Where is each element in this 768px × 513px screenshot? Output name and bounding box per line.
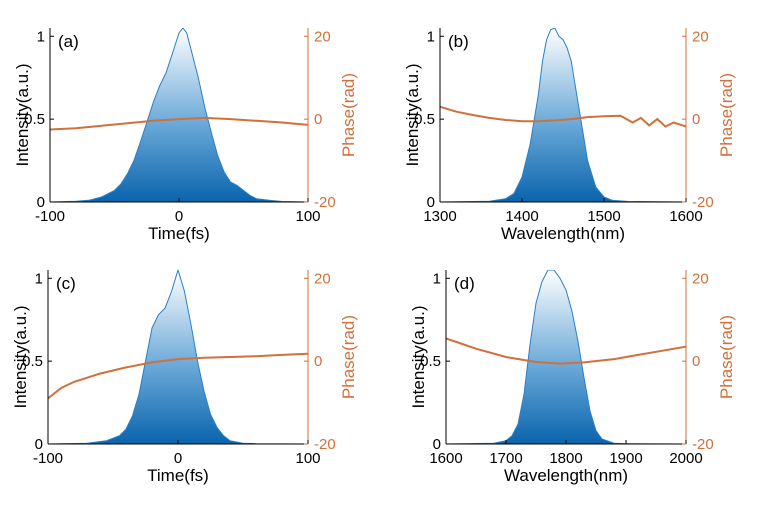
y2-tick-label: -20 xyxy=(314,436,336,453)
x-tick-label: 1400 xyxy=(505,208,538,225)
x-tick-label: 1300 xyxy=(423,208,456,225)
panel-2: -100 0 10000.51-20020Time(fs)Intensity(a.u… xyxy=(11,270,358,485)
intensity-area xyxy=(50,28,308,202)
y-tick-label: 0.5 xyxy=(420,353,441,370)
x-tick-label: 1700 xyxy=(489,450,522,467)
x-tick-label: 1800 xyxy=(549,450,582,467)
y-tick-label: 0.5 xyxy=(24,111,45,128)
x-tick-label: 0 xyxy=(175,208,183,225)
y-tick-label: 0 xyxy=(35,436,43,453)
x-tick-label: -100 xyxy=(33,450,63,467)
phase-line xyxy=(48,352,308,400)
x-axis-label: Time(fs) xyxy=(147,466,209,485)
y2-axis-label: Phase(rad) xyxy=(339,73,358,157)
x-axis-label: Wavelength(nm) xyxy=(504,466,628,485)
x-tick-label: 100 xyxy=(295,450,320,467)
x-tick-label: -100 xyxy=(35,208,65,225)
phase-line xyxy=(50,116,308,131)
y-tick-label: 1 xyxy=(427,28,435,45)
x-tick-label: 2000 xyxy=(669,450,702,467)
y2-tick-label: 0 xyxy=(314,111,322,128)
panel-3: 1600 1700 1800 1900 2000 0 0.5 1 -20 0 20 Wavelengt… xyxy=(409,270,736,485)
x-tick-label: 1600 xyxy=(669,208,702,225)
y-tick-label: 1 xyxy=(433,270,441,287)
y2-axis-label: Phase(rad) xyxy=(717,73,736,157)
x-tick-label: 100 xyxy=(295,208,320,225)
x-axis-label: Wavelength(nm) xyxy=(501,224,625,243)
panel-0: -100 0 10000.51-20020Time(fs)Intensity(a.u… xyxy=(13,28,358,243)
y-tick-label: 1 xyxy=(37,28,45,45)
y-axis-label: Intensity(a.u.) xyxy=(409,306,428,409)
intensity-area xyxy=(48,270,308,444)
panel-label: (d) xyxy=(454,274,475,293)
y2-tick-label: 0 xyxy=(692,353,700,370)
phase-line xyxy=(446,337,686,365)
x-tick-label: 0 xyxy=(174,450,182,467)
x-axis-label: Time(fs) xyxy=(148,224,210,243)
y-tick-label: 0 xyxy=(433,436,441,453)
phase-line xyxy=(440,105,686,128)
y2-tick-label: 20 xyxy=(314,28,331,45)
x-tick-label: 1900 xyxy=(609,450,642,467)
y2-axis-label: Phase(rad) xyxy=(717,315,736,399)
x-tick-label: 1600 xyxy=(429,450,462,467)
y-tick-label: 1 xyxy=(35,270,43,287)
y-tick-label: 0 xyxy=(427,194,435,211)
y-axis-label: Intensity(a.u.) xyxy=(403,64,422,167)
y2-tick-label: -20 xyxy=(314,194,336,211)
y2-tick-label: 0 xyxy=(314,353,322,370)
y-axis-label: Intensity(a.u.) xyxy=(11,306,30,409)
y-tick-label: 0.5 xyxy=(414,111,435,128)
y2-tick-label: 20 xyxy=(314,270,331,287)
panel-label: (a) xyxy=(58,32,79,51)
y2-tick-label: -20 xyxy=(692,194,714,211)
y2-tick-label: 20 xyxy=(692,270,709,287)
panel-1: 1300 1400 1500 1600 0 0.5 1 -20 0 20 Wavelength(nm… xyxy=(403,28,736,243)
y2-tick-label: 0 xyxy=(692,111,700,128)
y2-tick-label: 20 xyxy=(692,28,709,45)
panel-label: (b) xyxy=(448,32,469,51)
panel-label: (c) xyxy=(56,274,76,293)
y-tick-label: 0 xyxy=(37,194,45,211)
y2-axis-label: Phase(rad) xyxy=(339,315,358,399)
y-tick-label: 0.5 xyxy=(22,353,43,370)
y-axis-label: Intensity(a.u.) xyxy=(13,64,32,167)
intensity-area xyxy=(440,28,686,202)
intensity-area xyxy=(446,270,686,444)
x-tick-label: 1500 xyxy=(587,208,620,225)
y2-tick-label: -20 xyxy=(692,436,714,453)
